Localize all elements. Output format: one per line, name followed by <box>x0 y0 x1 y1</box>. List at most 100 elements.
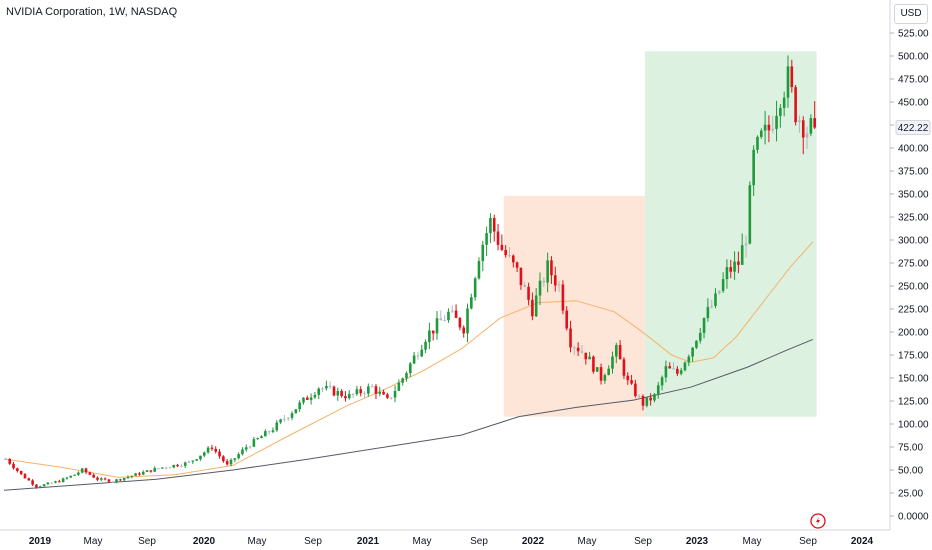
x-tick-label: May <box>84 536 103 547</box>
candle-body <box>798 120 801 123</box>
candle-body <box>664 366 668 378</box>
candle-body <box>46 482 50 485</box>
candle-body <box>553 275 557 286</box>
moving-averages <box>3 241 814 491</box>
candle-body <box>191 460 195 462</box>
last-price-tag: 422.22 <box>895 120 931 136</box>
y-tick-label: 0.0000 <box>898 512 929 523</box>
candle-body <box>706 307 710 319</box>
candle-body <box>237 454 240 459</box>
candle-body <box>23 474 27 479</box>
candle-body <box>408 363 412 374</box>
candle-body <box>809 118 813 134</box>
candle-body <box>172 464 176 468</box>
candle-body <box>241 449 244 455</box>
candle-body <box>187 461 191 463</box>
candle-body <box>470 297 473 309</box>
candle-body <box>35 484 38 488</box>
x-tick-label: Sep <box>304 536 322 547</box>
y-tick-label: 25.00 <box>898 489 923 500</box>
candle-body <box>115 479 118 482</box>
tradingview-logo[interactable] <box>810 513 826 529</box>
x-tick-label: Sep <box>799 536 817 547</box>
candle-body <box>19 470 23 475</box>
candle-body <box>592 356 595 372</box>
candle-body <box>271 430 275 432</box>
y-tick-label: 50.00 <box>898 466 923 477</box>
x-tick-label: 2024 <box>851 536 874 547</box>
candle-body <box>805 133 809 138</box>
candle-body <box>141 471 145 475</box>
candle-body <box>336 390 340 396</box>
price-axis[interactable]: 525.00500.00475.00450.00425.00400.00375.… <box>890 29 929 523</box>
candle-body <box>729 267 733 272</box>
y-tick-label: 375.00 <box>898 167 929 178</box>
candle-body <box>58 481 61 483</box>
candle-body <box>202 452 206 456</box>
candle-body <box>222 456 225 462</box>
y-tick-label: 475.00 <box>898 75 929 86</box>
range-box-decline[interactable] <box>503 195 645 417</box>
candle-body <box>382 391 385 395</box>
candle-body <box>130 475 134 477</box>
x-tick-label: May <box>578 536 597 547</box>
currency-button[interactable]: USD <box>894 4 928 24</box>
candle-body <box>77 472 80 475</box>
x-tick-label: May <box>743 536 762 547</box>
candle-body <box>492 217 496 232</box>
candle-body <box>294 409 298 414</box>
candle-body <box>767 124 771 131</box>
candle-body <box>367 386 370 394</box>
y-tick-label: 400.00 <box>898 144 929 155</box>
candle-body <box>84 468 88 473</box>
candle-body <box>794 87 797 123</box>
candle-body <box>542 280 546 283</box>
candle-body <box>782 97 786 108</box>
candles <box>4 55 816 489</box>
candle-body <box>595 367 599 372</box>
candle-body <box>710 305 713 308</box>
candle-body <box>771 128 775 131</box>
candle-body <box>458 317 462 328</box>
candle-body <box>302 397 305 403</box>
y-tick-label: 350.00 <box>898 190 929 201</box>
lightning-icon <box>810 513 826 529</box>
candle-body <box>370 386 374 388</box>
candle-body <box>317 388 321 395</box>
candle-body <box>561 284 565 311</box>
x-tick-label: Sep <box>634 536 652 547</box>
candle-body <box>687 356 691 363</box>
candle-body <box>225 461 229 465</box>
x-tick-label: 2023 <box>686 536 709 547</box>
candle-body <box>611 356 614 369</box>
candle-body <box>580 351 584 353</box>
candle-body <box>500 244 504 250</box>
range-box-rally[interactable] <box>644 51 817 417</box>
candle-body <box>546 260 549 283</box>
candle-body <box>668 366 672 369</box>
candle-body <box>325 385 328 389</box>
candle-body <box>435 318 439 334</box>
candle-body <box>676 368 679 374</box>
y-tick-label: 275.00 <box>898 259 929 270</box>
candle-body <box>73 474 76 476</box>
candle-body <box>786 66 790 98</box>
candle-body <box>679 370 683 374</box>
candle-body <box>397 382 401 391</box>
candle-body <box>248 446 252 448</box>
candle-body <box>180 465 183 467</box>
ma-fast-line <box>3 241 814 478</box>
candle-body <box>260 436 263 439</box>
candle-body <box>374 386 378 394</box>
candle-body <box>99 478 103 480</box>
candle-body <box>447 311 450 321</box>
candle-body <box>122 477 126 481</box>
time-axis[interactable]: 2019 May Sep 2020 May Sep 2021 May Sep 2022 May Sep… <box>29 536 874 547</box>
candle-body <box>264 431 267 437</box>
candle-body <box>508 255 511 257</box>
candle-body <box>157 468 160 470</box>
candle-body <box>107 479 111 482</box>
candle-body <box>12 463 15 469</box>
candle-body <box>206 447 210 453</box>
